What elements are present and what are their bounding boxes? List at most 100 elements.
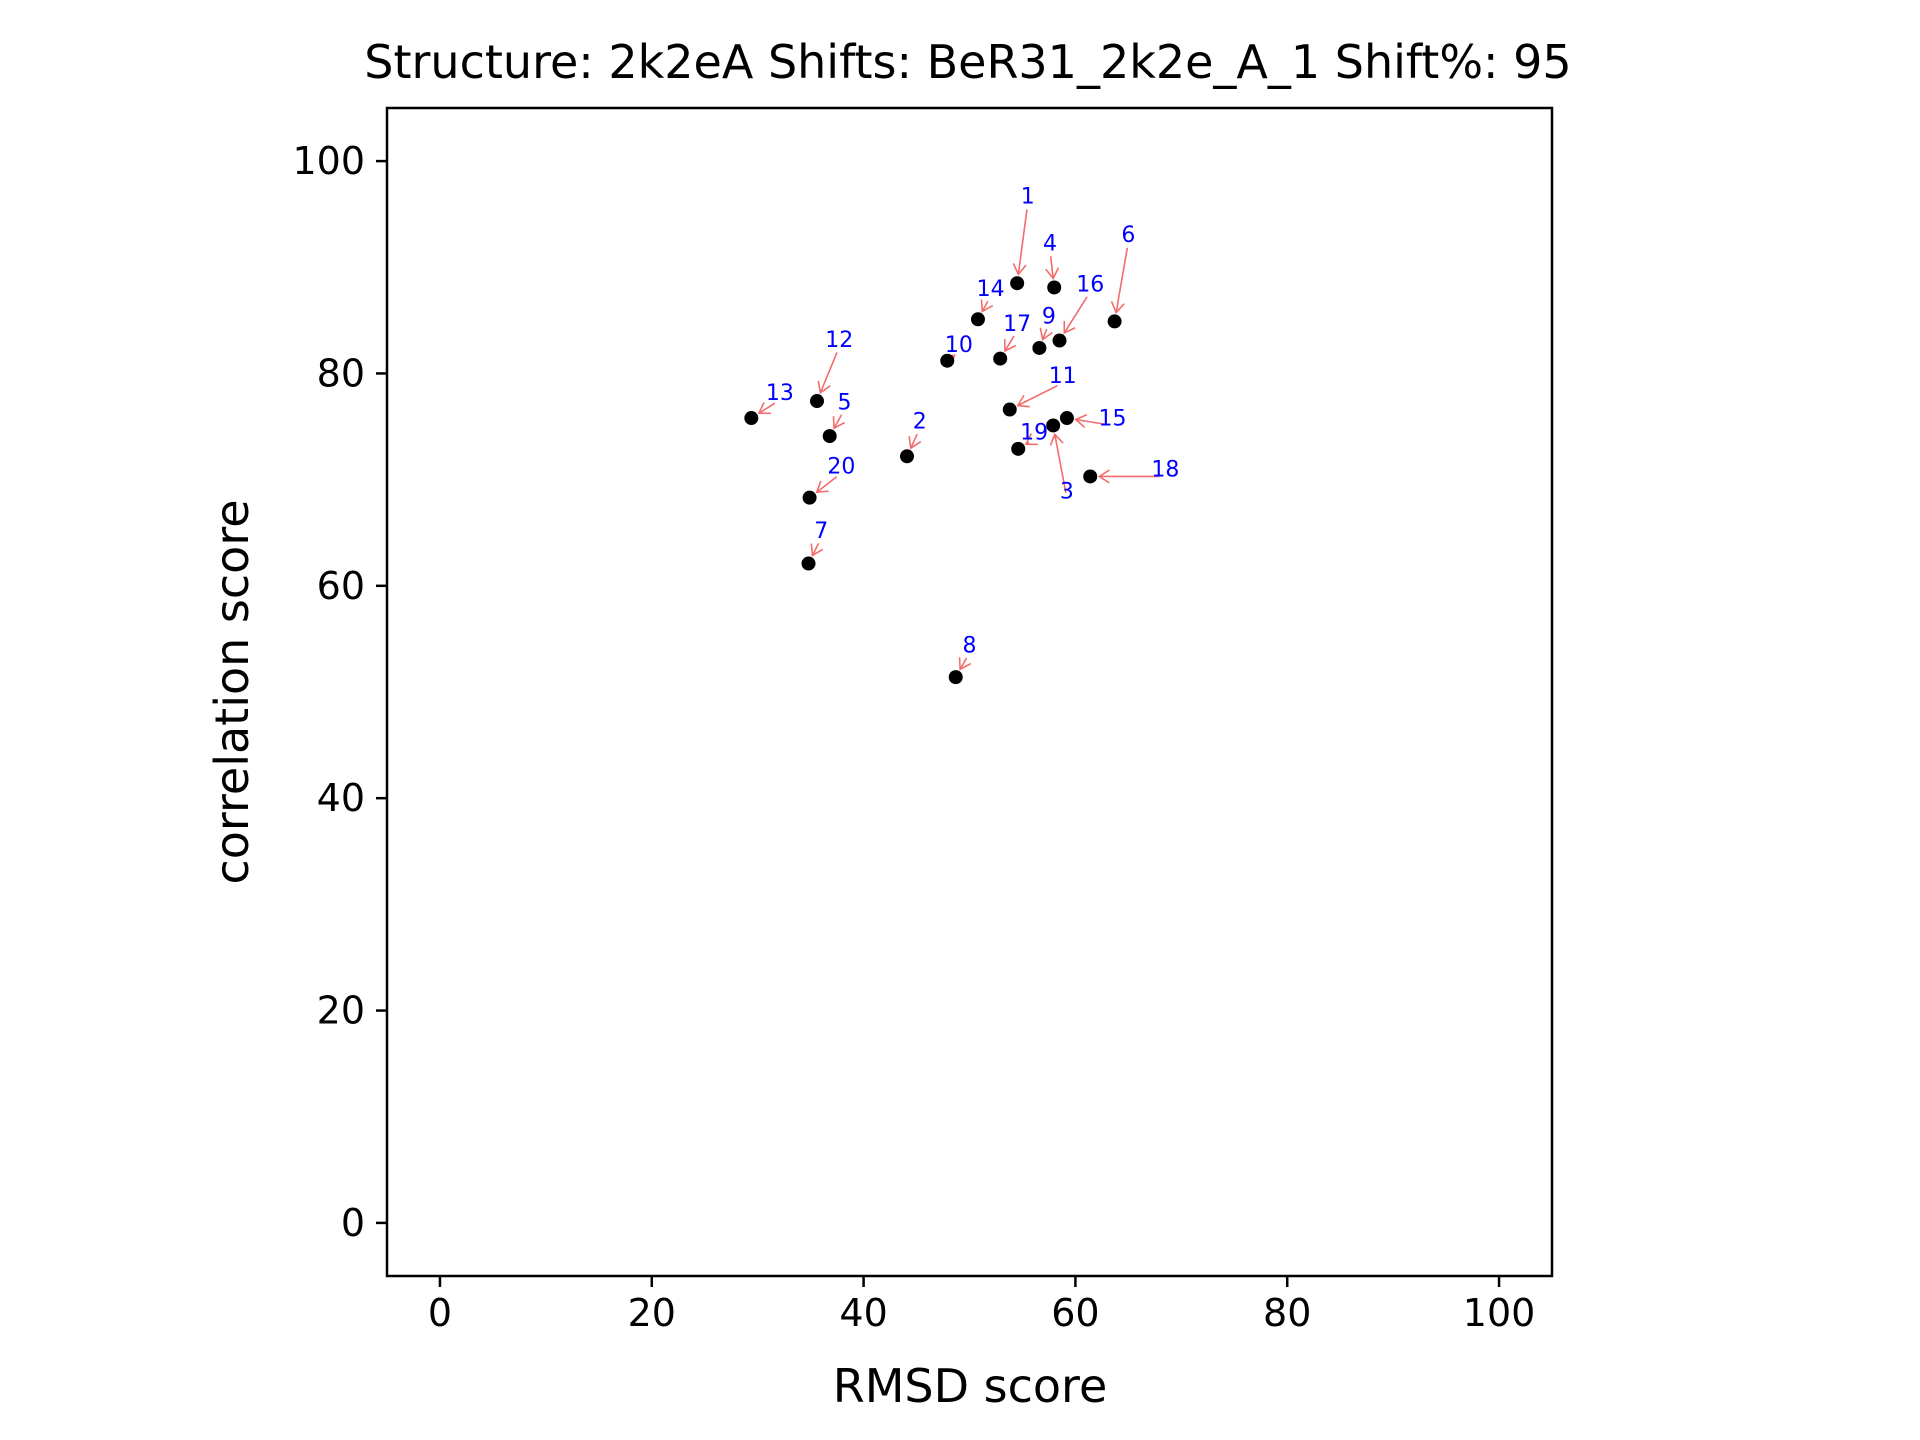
arrow-16 bbox=[1063, 296, 1088, 335]
point-1 bbox=[1010, 276, 1025, 291]
arrow-head bbox=[1074, 414, 1088, 429]
y-tick-label: 40 bbox=[317, 776, 365, 820]
x-tick-label: 60 bbox=[1051, 1291, 1099, 1335]
arrow-head bbox=[1110, 301, 1125, 315]
point-label-15: 15 bbox=[1098, 406, 1126, 431]
arrow-4 bbox=[1045, 256, 1060, 280]
point-label-6: 6 bbox=[1121, 223, 1135, 248]
arrow-head bbox=[1003, 338, 1017, 353]
arrow-line bbox=[981, 300, 989, 312]
arrow-9 bbox=[1039, 327, 1053, 341]
arrow-line bbox=[758, 402, 776, 414]
point-label-11: 11 bbox=[1049, 364, 1077, 389]
arrow-head bbox=[1049, 432, 1064, 446]
point-label-17: 17 bbox=[1003, 312, 1031, 337]
point-label-10: 10 bbox=[945, 333, 973, 358]
y-tick-label: 60 bbox=[317, 564, 365, 608]
point-19 bbox=[1011, 441, 1026, 456]
point-17 bbox=[993, 351, 1008, 366]
data-points bbox=[744, 276, 1122, 685]
arrow-line bbox=[1004, 335, 1015, 352]
arrow-line bbox=[1017, 384, 1058, 407]
arrow-head bbox=[980, 299, 994, 313]
arrow-line bbox=[1054, 434, 1067, 494]
arrow-17 bbox=[1003, 335, 1017, 353]
point-18 bbox=[1083, 469, 1098, 484]
point-3 bbox=[1046, 418, 1061, 433]
point-label-16: 16 bbox=[1076, 273, 1104, 298]
arrow-14 bbox=[980, 299, 994, 313]
arrow-line bbox=[819, 352, 838, 394]
arrow-head bbox=[810, 543, 824, 557]
annotation-arrows bbox=[757, 209, 1160, 671]
y-axis-label: correlation score bbox=[205, 499, 259, 884]
arrow-6 bbox=[1110, 247, 1129, 315]
y-tick-label: 0 bbox=[341, 1201, 365, 1245]
point-12 bbox=[809, 394, 824, 409]
point-label-20: 20 bbox=[827, 454, 855, 479]
arrow-7 bbox=[810, 543, 824, 557]
arrow-head bbox=[1097, 469, 1110, 484]
arrow-head bbox=[817, 380, 831, 395]
arrow-20 bbox=[815, 476, 838, 494]
y-tick-label: 80 bbox=[317, 351, 365, 395]
point-label-19: 19 bbox=[1020, 420, 1048, 445]
y-axis: 0 20 40 60 80 100 bbox=[292, 139, 387, 1245]
plot-frame bbox=[385, 106, 1554, 1278]
arrow-12 bbox=[817, 352, 838, 395]
arrow-line bbox=[1063, 296, 1088, 334]
x-axis-label: RMSD score bbox=[833, 1359, 1108, 1413]
point-label-7: 7 bbox=[814, 519, 828, 544]
arrow-11 bbox=[1016, 384, 1058, 408]
arrow-head bbox=[1024, 433, 1038, 446]
arrow-line bbox=[910, 433, 918, 449]
arrow-line bbox=[1049, 256, 1055, 279]
arrow-1 bbox=[1012, 209, 1028, 276]
point-label-2: 2 bbox=[913, 410, 927, 435]
arrow-head bbox=[958, 657, 972, 671]
point-label-4: 4 bbox=[1043, 231, 1057, 256]
point-6 bbox=[1107, 314, 1122, 329]
arrow-head bbox=[1012, 263, 1027, 276]
point-7 bbox=[801, 556, 816, 571]
point-2 bbox=[900, 449, 915, 464]
arrow-13 bbox=[757, 402, 776, 415]
arrow-line bbox=[833, 414, 843, 429]
point-4 bbox=[1047, 280, 1062, 295]
x-tick-label: 80 bbox=[1263, 1291, 1311, 1335]
arrow-15 bbox=[1074, 414, 1107, 429]
arrow-19 bbox=[1024, 433, 1038, 446]
arrow-18 bbox=[1097, 469, 1160, 484]
arrow-5 bbox=[832, 414, 846, 430]
arrow-2 bbox=[908, 433, 922, 450]
point-label-9: 9 bbox=[1042, 305, 1056, 330]
y-tick-label: 100 bbox=[292, 139, 365, 183]
arrow-head bbox=[1016, 394, 1030, 408]
point-20 bbox=[802, 490, 817, 505]
chart-title: Structure: 2k2eA Shifts: BeR31_2k2e_A_1 … bbox=[364, 35, 1571, 89]
point-15 bbox=[1059, 411, 1074, 426]
point-label-1: 1 bbox=[1021, 185, 1035, 210]
point-10 bbox=[940, 353, 955, 368]
arrow-head bbox=[1039, 327, 1053, 341]
arrow-line bbox=[1017, 209, 1028, 275]
x-tick-label: 0 bbox=[428, 1291, 452, 1335]
arrow-3 bbox=[1049, 432, 1067, 494]
point-label-5: 5 bbox=[838, 391, 852, 416]
point-13 bbox=[744, 411, 759, 426]
point-label-3: 3 bbox=[1060, 480, 1074, 505]
point-label-14: 14 bbox=[977, 277, 1005, 302]
arrow-8 bbox=[958, 657, 972, 671]
point-5 bbox=[822, 429, 837, 444]
arrow-head bbox=[815, 480, 829, 494]
x-tick-label: 20 bbox=[628, 1291, 676, 1335]
point-label-12: 12 bbox=[825, 328, 853, 353]
arrow-line bbox=[959, 657, 968, 670]
point-11 bbox=[1002, 402, 1017, 417]
point-9 bbox=[1032, 340, 1047, 355]
point-label-13: 13 bbox=[766, 381, 794, 406]
x-tick-label: 100 bbox=[1463, 1291, 1536, 1335]
x-tick-label: 40 bbox=[839, 1291, 887, 1335]
arrow-line bbox=[811, 543, 820, 556]
